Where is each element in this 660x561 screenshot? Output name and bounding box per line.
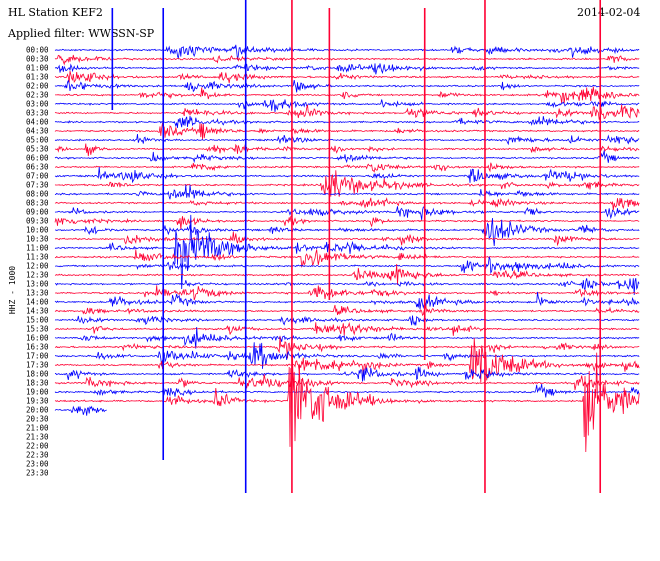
hour-label: 02:00 xyxy=(26,82,49,91)
trace-row xyxy=(54,352,640,453)
hour-label: 01:30 xyxy=(26,73,49,82)
trace-row xyxy=(54,184,640,200)
hour-label: 08:30 xyxy=(26,199,49,208)
hour-label: 09:30 xyxy=(26,217,49,226)
hour-label: 19:30 xyxy=(26,397,49,406)
trace-row xyxy=(54,231,640,247)
hour-label: 23:30 xyxy=(26,469,49,478)
trace-row xyxy=(54,291,640,310)
hour-label: 08:00 xyxy=(26,190,49,199)
trace-row xyxy=(54,143,640,157)
trace-row xyxy=(54,214,640,290)
hour-label: 11:00 xyxy=(26,244,49,253)
seismic-traces xyxy=(54,0,640,493)
trace-row xyxy=(54,79,640,93)
trace-row xyxy=(54,321,640,336)
hour-label: 22:00 xyxy=(26,442,49,451)
trace-row xyxy=(54,315,640,326)
hour-label: 16:30 xyxy=(26,343,49,352)
trace-row xyxy=(54,249,640,268)
hour-label: 18:30 xyxy=(26,379,49,388)
hour-label: 17:00 xyxy=(26,352,49,361)
trace-row xyxy=(54,206,640,221)
trace-row xyxy=(54,383,640,398)
trace-row xyxy=(54,215,640,230)
trace-row xyxy=(55,255,640,275)
hour-label: 07:00 xyxy=(26,172,49,181)
trace-row xyxy=(54,116,640,128)
trace-row xyxy=(54,122,640,140)
hour-label: 02:30 xyxy=(26,91,49,100)
hour-label: 12:00 xyxy=(26,262,49,271)
trace-row xyxy=(54,338,640,383)
hour-label: 05:30 xyxy=(26,145,49,154)
trace-row xyxy=(54,405,107,416)
hour-label: 23:00 xyxy=(26,460,49,469)
hour-label: 07:30 xyxy=(26,181,49,190)
trace-row xyxy=(55,277,640,296)
trace-row xyxy=(54,70,640,84)
hour-label: 15:30 xyxy=(26,325,49,334)
hour-label: 05:00 xyxy=(26,136,49,145)
hour-label: 03:00 xyxy=(26,100,49,109)
hour-label: 03:30 xyxy=(26,109,49,118)
trace-row xyxy=(54,170,640,197)
trace-row xyxy=(54,99,640,113)
y-axis-label: HHZ - 1000 xyxy=(8,266,17,314)
hour-label: 20:30 xyxy=(26,415,49,424)
hour-label: 13:30 xyxy=(26,289,49,298)
hour-label: 09:00 xyxy=(26,208,49,217)
trace-row xyxy=(54,150,640,164)
hour-label: 10:00 xyxy=(26,226,49,235)
hour-label: 01:00 xyxy=(26,64,49,73)
hour-label: 13:00 xyxy=(26,280,49,289)
hour-label: 06:00 xyxy=(26,154,49,163)
trace-row xyxy=(54,366,640,382)
trace-row xyxy=(55,285,640,301)
hour-label: 21:00 xyxy=(26,424,49,433)
trace-row xyxy=(55,342,640,369)
trace-row xyxy=(54,162,640,173)
trace-row xyxy=(54,263,640,286)
hour-label: 04:30 xyxy=(26,127,49,136)
trace-row xyxy=(54,133,640,146)
hour-label: 17:30 xyxy=(26,361,49,370)
trace-row xyxy=(55,86,640,104)
hour-label: 18:00 xyxy=(26,370,49,379)
hour-label: 12:30 xyxy=(26,271,49,280)
trace-row xyxy=(54,326,640,349)
trace-row xyxy=(54,304,640,317)
trace-row xyxy=(54,63,640,75)
hour-labels: 00:0000:3001:0001:3002:0002:3003:0003:30… xyxy=(26,46,49,478)
trace-row xyxy=(54,197,640,211)
trace-row xyxy=(54,166,640,184)
hour-label: 00:30 xyxy=(26,55,49,64)
hour-label: 14:30 xyxy=(26,307,49,316)
hour-label: 21:30 xyxy=(26,433,49,442)
trace-row xyxy=(55,217,640,247)
hour-label: 04:00 xyxy=(26,118,49,127)
hour-label: 11:30 xyxy=(26,253,49,262)
hour-label: 14:00 xyxy=(26,298,49,307)
trace-row xyxy=(54,44,640,60)
hour-label: 22:30 xyxy=(26,451,49,460)
hour-label: 10:30 xyxy=(26,235,49,244)
filter-label: Applied filter: WWSSN-SP xyxy=(8,27,155,40)
station-title: HL Station KEF2 xyxy=(8,6,103,19)
trace-row xyxy=(54,336,640,359)
hour-label: 00:00 xyxy=(26,46,49,55)
hour-label: 16:00 xyxy=(26,334,49,343)
trace-row xyxy=(54,54,640,66)
hour-label: 06:30 xyxy=(26,163,49,172)
trace-row xyxy=(54,374,640,391)
trace-row xyxy=(54,104,640,120)
hour-label: 20:00 xyxy=(26,406,49,415)
plot-date: 2014-02-04 xyxy=(577,6,641,19)
hour-label: 19:00 xyxy=(26,388,49,397)
hour-label: 15:00 xyxy=(26,316,49,325)
